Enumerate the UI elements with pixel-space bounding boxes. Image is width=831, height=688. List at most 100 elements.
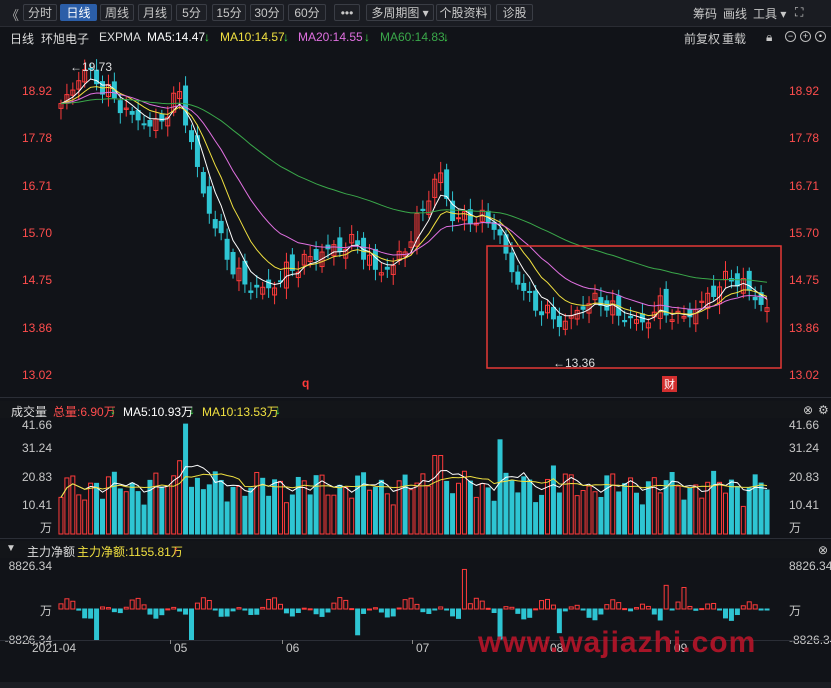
plus-icon[interactable]: + — [800, 31, 811, 42]
draw-button[interactable]: 画线 — [723, 7, 748, 21]
netflow-bar — [325, 608, 331, 613]
candle-body — [509, 252, 515, 273]
ema-20-line — [60, 91, 768, 310]
volume-bar — [159, 486, 165, 535]
netflow-bar — [758, 608, 764, 611]
netflow-bar — [604, 604, 610, 610]
candle-body — [242, 260, 248, 285]
volume-tick-right: 31.24 — [789, 441, 820, 455]
volume-bar — [129, 482, 135, 535]
volume-bar — [622, 483, 628, 535]
candle-body — [70, 89, 76, 96]
tab-fenshi[interactable]: 分时 — [23, 4, 57, 21]
finance-marker[interactable]: 财 — [662, 376, 677, 392]
tab-30min[interactable]: 30分 — [250, 4, 284, 21]
candle-body — [206, 186, 212, 214]
candle-body — [337, 237, 343, 253]
netflow-bar — [384, 608, 390, 618]
netflow-bar — [206, 599, 212, 610]
netflow-bar — [165, 608, 171, 611]
volume-bar — [491, 500, 497, 535]
back-icon[interactable]: 《 — [6, 8, 20, 23]
settings-icon[interactable]: • — [815, 31, 826, 42]
tab-60min[interactable]: 60分 — [288, 4, 326, 21]
chips-button[interactable]: 筹码 — [693, 7, 718, 21]
price-tick-right: 18.92 — [789, 84, 820, 98]
minus-icon[interactable]: − — [785, 31, 796, 42]
q-marker[interactable]: q — [302, 376, 310, 390]
volume-bar — [349, 497, 355, 535]
indicator-row: 日线 环旭电子 EXPMA MA5:14.47 ↓ MA10:14.57 ↓ M… — [0, 28, 831, 46]
netflow-bar — [117, 608, 123, 614]
tab-15min[interactable]: 15分 — [212, 4, 246, 21]
gear-icon[interactable]: ⚙ — [818, 403, 829, 417]
candle-body — [634, 319, 639, 324]
volume-bar — [171, 475, 177, 535]
netflow-bar — [361, 608, 367, 614]
netflow-bar — [450, 608, 456, 617]
tab-5min[interactable]: 5分 — [176, 4, 207, 21]
volume-bar — [545, 478, 550, 535]
netflow-chart[interactable] — [0, 560, 831, 640]
netflow-bar — [307, 608, 313, 611]
volume-bar — [408, 489, 414, 535]
fullscreen-icon[interactable]: ⛶ — [795, 5, 804, 19]
netflow-value: 主力净额:1155.81万 — [77, 545, 183, 559]
close-icon[interactable]: ⊗ — [818, 543, 829, 557]
tools-button[interactable]: 工具 ▾ — [753, 7, 787, 21]
netflow-bar — [236, 607, 242, 610]
volume-bar — [604, 475, 610, 535]
netflow-bar — [746, 601, 752, 610]
close-icon[interactable]: ⊗ — [803, 403, 814, 417]
ma60-value: MA60:14.83 — [380, 30, 445, 44]
volume-bar — [343, 486, 349, 535]
candle-body — [717, 286, 723, 305]
netflow-bar — [337, 597, 343, 610]
tab-stock-info[interactable]: 个股资料 — [436, 4, 491, 21]
candle-body — [266, 279, 272, 289]
candlestick-chart[interactable] — [0, 46, 831, 396]
netflow-bar — [218, 608, 224, 617]
volume-bar — [687, 487, 693, 535]
netflow-bar — [295, 608, 301, 614]
volume-bar — [669, 472, 675, 535]
netflow-bar — [598, 608, 604, 615]
candle-body — [456, 217, 461, 220]
candle-body — [331, 244, 337, 257]
tab-rixian[interactable]: 日线 — [60, 4, 97, 21]
indicator-name[interactable]: EXPMA — [99, 30, 142, 44]
candle-body — [491, 221, 497, 230]
tab-zhouxian[interactable]: 周线 — [100, 4, 134, 21]
volume-bar — [485, 487, 491, 535]
reset-button[interactable]: 重载 — [722, 32, 747, 46]
candle-body — [426, 200, 432, 215]
volume-bar — [752, 474, 758, 535]
candle-body — [622, 319, 628, 323]
netflow-bar — [171, 606, 177, 610]
netflow-tick-left: 8826.34 — [8, 559, 52, 573]
tab-yuexian[interactable]: 月线 — [138, 4, 172, 21]
x-axis-tick — [412, 640, 413, 644]
lock-icon[interactable]: 🔒︎ — [766, 30, 773, 44]
volume-bar — [372, 486, 378, 535]
candle-body — [539, 311, 545, 316]
tab-diagnose[interactable]: 诊股 — [496, 4, 533, 21]
candle-body — [681, 315, 687, 319]
tab-more[interactable]: ••• — [334, 4, 360, 21]
netflow-bar — [224, 608, 230, 617]
fuquan-button[interactable]: 前复权 — [684, 32, 721, 46]
volume-tick-left: 31.24 — [21, 441, 52, 455]
tab-multi-period[interactable]: 多周期图 ▾ — [366, 4, 434, 21]
x-axis-label: 09 — [674, 641, 688, 655]
volume-bar — [189, 486, 194, 535]
candle-body — [592, 292, 598, 301]
stock-name: 环旭电子 — [41, 32, 90, 46]
volume-bar — [94, 482, 100, 535]
volume-chart[interactable] — [0, 418, 831, 535]
arrow-down-icon: ↓ — [275, 403, 281, 417]
volume-tick-right: 万 — [789, 521, 802, 535]
netflow-bar — [200, 597, 206, 610]
volume-total: 总量:6.90万 — [53, 405, 116, 419]
collapse-icon[interactable]: ▼ — [6, 543, 16, 554]
netflow-bar — [260, 606, 266, 610]
